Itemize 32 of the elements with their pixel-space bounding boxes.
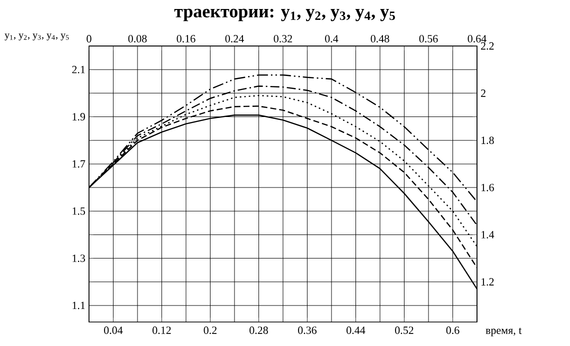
x-tick-label: 0.36 <box>298 326 317 334</box>
y-tick-label: 1.1 <box>72 302 85 310</box>
x-tick-label: 0.28 <box>250 326 268 334</box>
x2-tick-label: 0.64 <box>468 35 486 42</box>
chart-title: траектории: y$_{1}$, y$_{2}$, y$_{3}$, y$_{4}$, y$_{5}$ <box>174 8 395 22</box>
x2-tick-label: 0.32 <box>274 35 292 42</box>
x-tick-label: 0.04 <box>104 326 123 334</box>
y2-tick-label: 1.8 <box>482 136 494 144</box>
y2-tick-label: 2 <box>481 90 486 97</box>
x2-tick-label: 0.24 <box>225 35 244 42</box>
y-tick-label: 2.1 <box>72 66 85 74</box>
y-tick-label: 1.3 <box>72 254 86 262</box>
x-tick-label: 0.6 <box>446 326 460 334</box>
y-tick-label: 1.7 <box>72 160 86 168</box>
x2-tick-label: 0.16 <box>176 35 196 42</box>
y2-tick-label: 1.2 <box>482 278 494 286</box>
x-tick-label: 0.2 <box>204 326 217 334</box>
x-axis-title: время, t <box>486 328 522 336</box>
y-tick-label: 1.5 <box>72 207 86 215</box>
x2-tick-label: 0.4 <box>325 35 338 42</box>
y2-tick-label: 1.6 <box>482 184 494 192</box>
y2-tick-label: 2.2 <box>481 42 494 50</box>
x2-tick-label: 0.08 <box>128 35 147 42</box>
x-tick-label: 0.52 <box>395 326 414 334</box>
x2-tick-label: 0.56 <box>419 35 438 42</box>
y-tick-label: 1.9 <box>72 113 86 120</box>
x2-tick-label: 0 <box>86 35 92 42</box>
text: y$_{1}$, y$_{2}$, y$_{3}$, y$_{4}$, y$_{5}$ <box>4 34 69 40</box>
y2-tick-label: 1.4 <box>482 231 494 238</box>
x-tick-label: 0.44 <box>346 326 366 334</box>
x-tick-label: 0.12 <box>152 326 171 334</box>
x2-tick-label: 0.48 <box>370 35 390 42</box>
